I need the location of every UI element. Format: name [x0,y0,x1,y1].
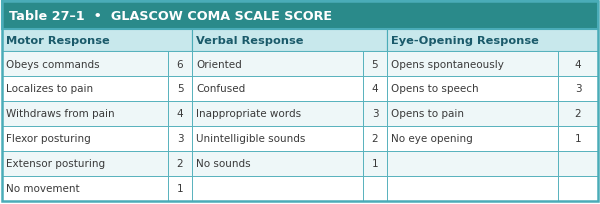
Text: 1: 1 [371,159,379,169]
Bar [2,52,168,77]
Bar [192,176,363,201]
Bar [168,77,192,102]
Bar [558,52,598,77]
Bar [2,126,168,151]
Text: 4: 4 [371,84,379,94]
Bar [2,2,598,30]
Text: Confused: Confused [196,84,245,94]
Text: 3: 3 [575,84,581,94]
Bar [2,151,168,176]
Bar [387,30,598,52]
Bar [168,176,192,201]
Bar [2,102,168,126]
Text: 5: 5 [176,84,184,94]
Bar [558,151,598,176]
Bar [558,176,598,201]
Text: Unintelligible sounds: Unintelligible sounds [196,134,305,144]
Text: Table 27–1  •  GLASCOW COMA SCALE SCORE: Table 27–1 • GLASCOW COMA SCALE SCORE [9,9,332,22]
Bar [558,77,598,102]
Text: Opens to speech: Opens to speech [391,84,479,94]
Text: 6: 6 [176,59,184,69]
Bar [558,126,598,151]
Bar [192,52,363,77]
Bar [192,151,363,176]
Text: Oriented: Oriented [196,59,242,69]
Bar [363,176,387,201]
Bar [192,77,363,102]
Bar [192,102,363,126]
Text: 2: 2 [371,134,379,144]
Bar [558,102,598,126]
Bar [2,176,168,201]
Text: No eye opening: No eye opening [391,134,473,144]
Text: Verbal Response: Verbal Response [196,36,304,46]
Bar [387,126,558,151]
Text: No movement: No movement [6,184,80,194]
Text: Motor Response: Motor Response [6,36,110,46]
Text: Flexor posturing: Flexor posturing [6,134,91,144]
Text: 4: 4 [176,109,184,119]
Bar [387,176,558,201]
Bar [2,30,192,52]
Text: 1: 1 [575,134,581,144]
Bar [363,77,387,102]
Text: 3: 3 [371,109,379,119]
Text: Extensor posturing: Extensor posturing [6,159,105,169]
Text: 2: 2 [176,159,184,169]
Text: Eye-Opening Response: Eye-Opening Response [391,36,539,46]
Text: Opens spontaneously: Opens spontaneously [391,59,504,69]
Bar [168,52,192,77]
Bar [387,52,558,77]
Text: Inappropriate words: Inappropriate words [196,109,301,119]
Bar [168,151,192,176]
Bar [168,126,192,151]
Bar [363,151,387,176]
Text: 4: 4 [575,59,581,69]
Bar [387,77,558,102]
Text: Withdraws from pain: Withdraws from pain [6,109,115,119]
Text: 2: 2 [575,109,581,119]
Text: Localizes to pain: Localizes to pain [6,84,93,94]
Bar [387,151,558,176]
Text: No sounds: No sounds [196,159,251,169]
Bar [363,52,387,77]
Text: Obeys commands: Obeys commands [6,59,100,69]
Bar [192,126,363,151]
Bar [192,30,387,52]
Bar [363,102,387,126]
Bar [363,126,387,151]
Text: 1: 1 [176,184,184,194]
Bar [168,102,192,126]
Text: 3: 3 [176,134,184,144]
Text: Opens to pain: Opens to pain [391,109,464,119]
Bar [387,102,558,126]
Bar [2,77,168,102]
Text: 5: 5 [371,59,379,69]
